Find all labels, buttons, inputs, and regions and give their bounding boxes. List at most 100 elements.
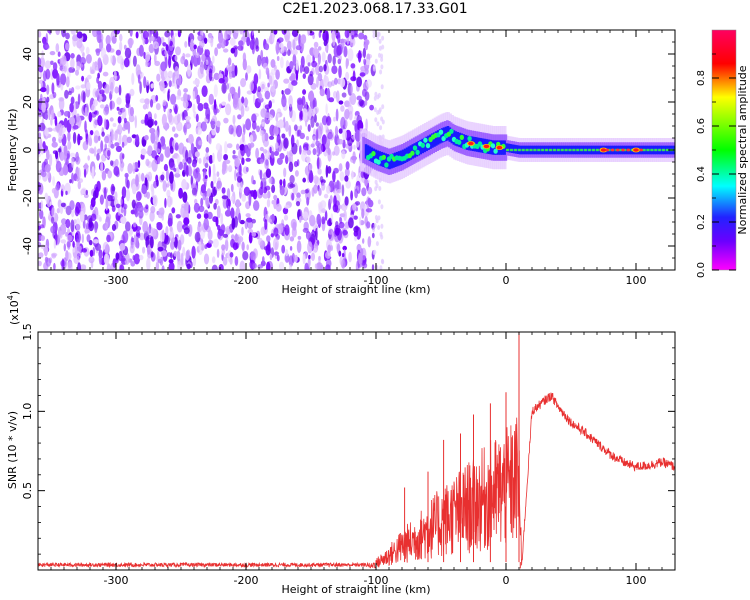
noise-speckle (72, 241, 75, 248)
snr-frame (37, 331, 676, 571)
noise-speckle (135, 226, 141, 231)
noise-speckle (134, 206, 139, 218)
noise-speckle (264, 185, 271, 191)
noise-speckle (245, 167, 249, 172)
noise-speckle (40, 170, 47, 178)
noise-speckle (342, 229, 348, 236)
noise-speckle (184, 121, 192, 130)
noise-speckle (198, 205, 205, 213)
noise-speckle (52, 62, 58, 71)
noise-speckle (304, 262, 309, 270)
noise-speckle (371, 232, 375, 239)
noise-speckle (120, 207, 124, 214)
noise-speckle (109, 100, 113, 111)
noise-speckle (306, 232, 310, 240)
noise-speckle (333, 145, 340, 156)
noise-speckle (98, 252, 103, 265)
noise-speckle (44, 60, 52, 69)
noise-speckle (122, 107, 127, 120)
noise-speckle (291, 49, 298, 56)
noise-speckle (275, 41, 281, 54)
noise-speckle (73, 255, 80, 264)
noise-speckle (249, 81, 255, 92)
noise-speckle (89, 130, 94, 136)
x-tick-label: -200 (234, 574, 259, 587)
noise-speckle (280, 56, 284, 69)
noise-speckle (240, 78, 247, 88)
noise-speckle (381, 44, 385, 50)
noise-speckle (131, 134, 137, 139)
noise-speckle (80, 189, 84, 196)
noise-speckle (208, 240, 214, 245)
noise-speckle (324, 210, 328, 221)
ridge-halo (359, 128, 363, 172)
noise-speckle (316, 213, 322, 225)
ridge-core (433, 132, 436, 147)
noise-speckle (103, 187, 107, 200)
ridge-line (533, 148, 537, 152)
noise-speckle (258, 237, 263, 246)
noise-speckle (291, 80, 298, 86)
noise-speckle (340, 116, 346, 130)
ridge-line (521, 148, 525, 152)
noise-speckle (299, 110, 303, 120)
noise-speckle (148, 43, 155, 54)
noise-speckle (332, 37, 336, 47)
noise-speckle (276, 254, 280, 262)
noise-speckle (132, 183, 137, 195)
ridge-blob (423, 137, 428, 143)
ridge-line (541, 148, 545, 152)
noise-speckle (174, 142, 179, 151)
noise-speckle (156, 73, 161, 82)
noise-speckle (381, 104, 385, 110)
noise-speckle (95, 48, 100, 56)
noise-speckle (272, 33, 275, 43)
noise-speckle (85, 46, 90, 55)
noise-speckle (377, 225, 381, 230)
noise-speckle (313, 175, 319, 185)
snr-x-label: Height of straight line (km) (281, 583, 430, 596)
noise-speckle (354, 129, 362, 142)
snr-series-line (38, 392, 675, 569)
noise-speckle (174, 76, 178, 89)
noise-speckle (157, 258, 162, 264)
noise-speckle (227, 57, 232, 66)
noise-speckle (359, 72, 366, 77)
noise-speckle (367, 238, 372, 244)
noise-speckle (193, 202, 200, 213)
noise-speckle (293, 124, 298, 131)
noise-speckle (353, 215, 358, 220)
noise-speckle (197, 103, 204, 112)
noise-speckle (375, 241, 379, 247)
noise-speckle (152, 194, 158, 207)
noise-speckle (314, 114, 317, 123)
ridge-line (525, 148, 529, 152)
noise-speckle (184, 41, 188, 48)
noise-speckle (236, 143, 240, 151)
noise-speckle (239, 260, 246, 270)
noise-speckle (153, 141, 158, 151)
noise-speckle (38, 57, 42, 67)
noise-speckle (232, 150, 236, 155)
noise-speckle (125, 103, 130, 109)
noise-speckle (220, 213, 224, 226)
noise-speckle (344, 30, 350, 39)
noise-speckle (168, 55, 172, 69)
noise-speckle (208, 68, 213, 81)
noise-speckle (129, 244, 135, 254)
noise-speckle (380, 234, 384, 240)
noise-speckle (358, 252, 363, 265)
noise-speckle (291, 30, 299, 37)
noise-speckle (225, 103, 232, 116)
noise-speckle (350, 190, 353, 201)
noise-speckle (352, 203, 357, 211)
noise-speckle (358, 32, 365, 40)
noise-speckle (92, 30, 98, 38)
noise-speckle (82, 91, 86, 104)
noise-speckle (157, 246, 164, 252)
noise-speckle (308, 90, 315, 102)
x-tick-label: 0 (503, 574, 510, 587)
ridge-line (650, 148, 654, 152)
noise-speckle (367, 186, 373, 195)
noise-speckle (252, 179, 256, 185)
